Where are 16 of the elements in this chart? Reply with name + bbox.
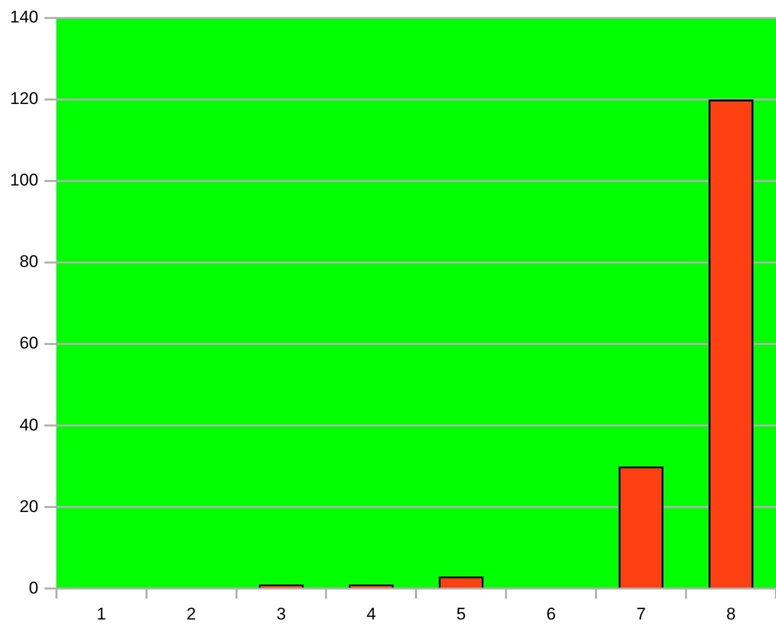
- y-tick-label: 100: [10, 170, 38, 190]
- y-tick-label: 40: [19, 415, 38, 434]
- y-tick-label: 0: [28, 578, 38, 598]
- x-tick-label: 3: [276, 604, 286, 624]
- x-tick-label: 6: [546, 604, 556, 624]
- x-tick-label: 8: [726, 604, 736, 624]
- y-tick-label: 140: [10, 8, 38, 27]
- x-tick-label: 1: [96, 604, 106, 624]
- x-tick-label: 4: [366, 604, 376, 624]
- x-tick-label: 5: [456, 604, 466, 624]
- y-tick-label: 80: [19, 252, 38, 272]
- y-tick-label: 60: [19, 334, 38, 353]
- x-tick-label: 2: [186, 604, 196, 624]
- y-tick-label: 20: [19, 496, 38, 516]
- y-tick-label: 120: [10, 89, 38, 108]
- x-tick-label: 7: [636, 604, 646, 624]
